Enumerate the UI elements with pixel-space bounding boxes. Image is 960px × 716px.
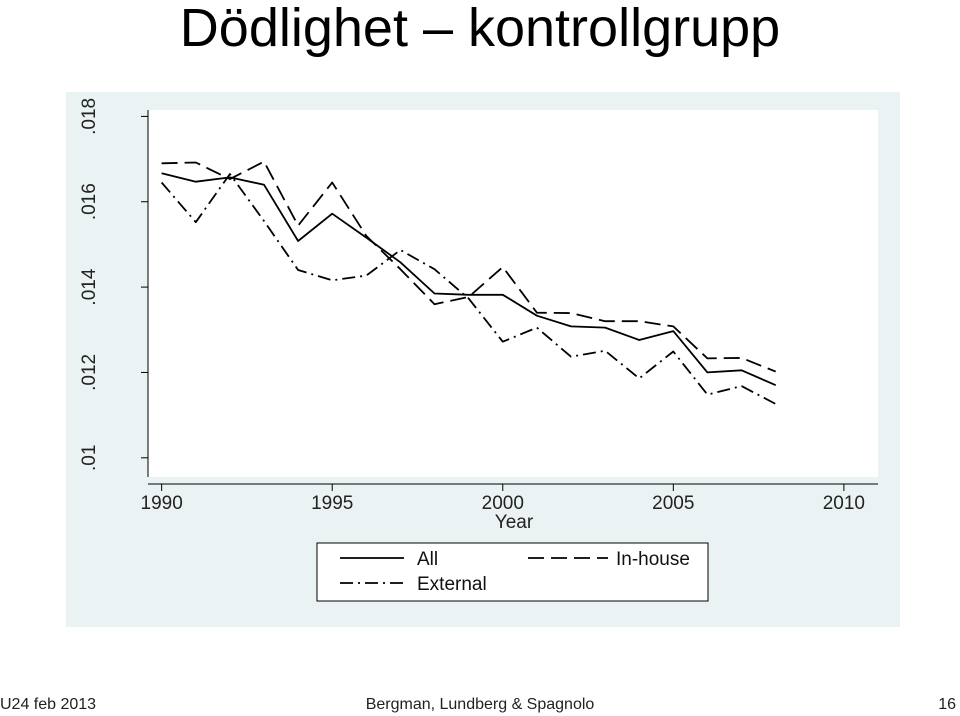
x-tick-label: 2000 [482, 493, 524, 514]
data-series [160, 160, 777, 405]
y-tick-label: .018 [79, 98, 100, 135]
series-line-all [161, 172, 777, 387]
mortality-chart: .01 .012 .014 .016 .018 1990 1995 2000 2005 2010… [79, 98, 878, 602]
legend: All In-house External [316, 542, 709, 602]
footer-authors: Bergman, Lundberg & Spagnolo [365, 696, 595, 713]
x-axis-title: Year [495, 512, 534, 533]
slide-title: Dödlighet – kontrollgrupp [179, 0, 781, 58]
x-axis-ticks: 1990 1995 2000 2005 2010 [141, 484, 865, 514]
y-tick-label: .012 [79, 354, 100, 391]
y-tick-label: .014 [79, 268, 100, 305]
legend-label-in-house: In-house [616, 549, 690, 570]
x-tick-label: 1995 [311, 493, 353, 514]
y-axis-ticks: .01 .012 .014 .016 .018 [79, 98, 148, 471]
series-line-external [160, 173, 777, 405]
x-tick-label: 1990 [141, 493, 183, 514]
x-tick-label: 2010 [823, 493, 865, 514]
legend-label-external: External [417, 574, 487, 595]
series-line-in-house [161, 160, 777, 373]
slide-number: 16 [938, 696, 956, 713]
x-tick-label: 2005 [652, 493, 694, 514]
legend-box [316, 542, 709, 602]
legend-label-all: All [417, 549, 438, 570]
chart-panel: .01 .012 .014 .016 .018 1990 1995 2000 2005 2010… [66, 92, 900, 627]
y-tick-label: .01 [79, 445, 100, 471]
footer-date: U24 feb 2013 [0, 696, 97, 713]
y-tick-label: .016 [79, 183, 100, 220]
